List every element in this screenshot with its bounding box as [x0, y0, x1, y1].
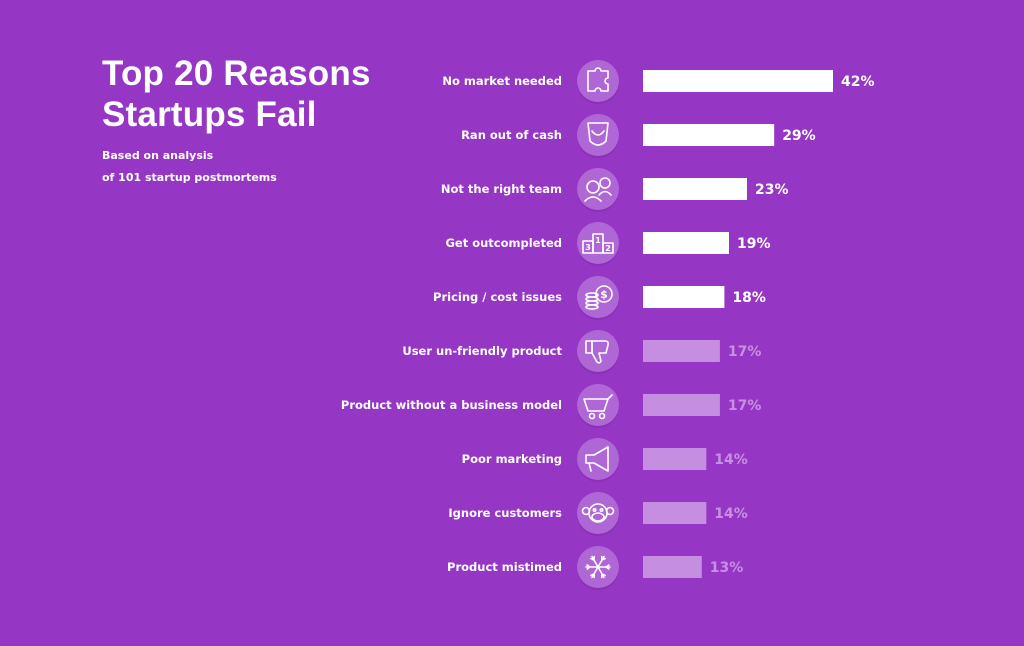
- category-label: Get outcompleted: [445, 236, 562, 250]
- category-label: Product mistimed: [447, 560, 562, 574]
- puzzle-icon: [577, 60, 619, 104]
- bar: [643, 232, 729, 254]
- chart-subtitle: Based on analysis of 101 startup postmor…: [102, 145, 422, 189]
- value-label: 29%: [782, 128, 816, 144]
- category-label: No market needed: [442, 74, 562, 88]
- bar: [643, 448, 707, 470]
- chart-row: Product mistimed 13%: [447, 546, 743, 590]
- coin-symbol: $: [600, 288, 608, 301]
- value-label: 13%: [710, 560, 744, 576]
- monkey-icon: [577, 492, 619, 536]
- value-label: 18%: [732, 290, 766, 306]
- chart-title-line-2: Startups Fail: [102, 95, 317, 134]
- chart-subtitle-line-1: Based on analysis: [102, 149, 214, 162]
- chart-row: Get outcompleted 312 19%: [445, 222, 771, 266]
- chart-title-line-1: Top 20 Reasons: [102, 54, 371, 93]
- bar: [643, 394, 720, 416]
- chart-row: Product without a business model 17%: [341, 384, 762, 428]
- empty-pocket-icon: [577, 114, 619, 158]
- category-label: User un-friendly product: [402, 344, 562, 358]
- value-label: 23%: [755, 182, 789, 198]
- chart-row: Pricing / cost issues $18%: [433, 276, 766, 320]
- thumbs-down-icon: [577, 330, 619, 374]
- chart-row: Poor marketing 14%: [462, 438, 748, 482]
- bar: [643, 124, 775, 146]
- team-icon: [577, 168, 619, 212]
- chart-row: No market needed 42%: [442, 60, 875, 104]
- cart-icon: [577, 384, 619, 428]
- bar: [643, 502, 707, 524]
- podium-number: 1: [595, 236, 601, 245]
- podium-number: 3: [585, 243, 591, 252]
- category-label: Ran out of cash: [461, 128, 562, 142]
- chart-header: Top 20 Reasons Startups Fail Based on an…: [102, 53, 422, 189]
- bar: [643, 70, 833, 92]
- snowflake-icon: [577, 546, 619, 590]
- category-label: Poor marketing: [462, 452, 562, 466]
- chart-row: User un-friendly product 17%: [402, 330, 761, 374]
- value-label: 14%: [714, 452, 748, 468]
- chart-title: Top 20 Reasons Startups Fail: [102, 53, 422, 135]
- value-label: 17%: [728, 344, 762, 360]
- chart-subtitle-line-2: of 101 startup postmortems: [102, 171, 277, 184]
- bar: [643, 178, 747, 200]
- coins-icon: $: [577, 276, 619, 320]
- chart-row: Ignore customers 14%: [448, 492, 748, 536]
- megaphone-icon: [577, 438, 619, 482]
- value-label: 42%: [841, 74, 875, 90]
- podium-icon: 312: [577, 222, 619, 266]
- podium-number: 2: [605, 244, 611, 253]
- category-label: Not the right team: [441, 182, 562, 196]
- value-label: 19%: [737, 236, 771, 252]
- category-label: Pricing / cost issues: [433, 290, 562, 304]
- value-label: 14%: [714, 506, 748, 522]
- chart-row: Not the right team 23%: [441, 168, 789, 212]
- bar: [643, 556, 702, 578]
- category-label: Ignore customers: [448, 506, 562, 520]
- bar: [643, 286, 725, 308]
- bar: [643, 340, 720, 362]
- value-label: 17%: [728, 398, 762, 414]
- category-label: Product without a business model: [341, 398, 562, 412]
- chart-row: Ran out of cash 29%: [461, 114, 816, 158]
